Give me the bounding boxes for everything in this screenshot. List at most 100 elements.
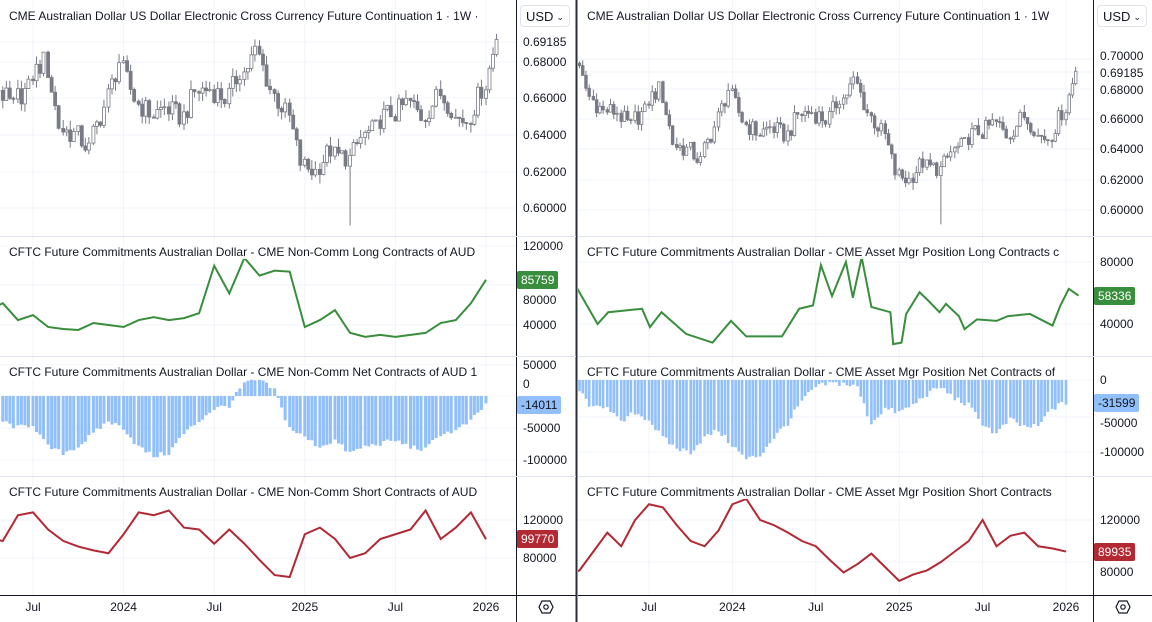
price-candle [336, 138, 341, 156]
net-contracts-bar [208, 396, 212, 413]
net-axis-tick: -50000 [523, 421, 561, 435]
price-candle [608, 98, 613, 113]
net-contracts-bar [637, 380, 640, 415]
settings-icon[interactable] [1115, 599, 1131, 615]
price-axis-tick: 0.69185 [1100, 66, 1144, 80]
net-contracts-bar [879, 380, 883, 415]
price-candle [702, 140, 707, 159]
net-contracts-bar [932, 380, 935, 389]
price-candle [487, 65, 492, 94]
net-contracts-bar [102, 396, 106, 424]
net-contracts-bar [442, 396, 446, 434]
price-candle [931, 162, 936, 166]
net-contracts-bar [68, 396, 72, 451]
net-contracts-bar [268, 388, 272, 396]
price-candle [253, 39, 257, 62]
price-candle [287, 98, 292, 123]
net-contracts-bar [949, 380, 952, 394]
net-contracts-bar [762, 380, 765, 453]
net-contracts-bar [876, 380, 880, 418]
price-candle [1070, 77, 1075, 98]
price-candle [38, 59, 42, 79]
net-contracts-bar [998, 380, 1002, 429]
price-candle [622, 105, 627, 122]
net-contracts-bar [91, 396, 95, 433]
price-candle [1008, 136, 1013, 145]
net-contracts-bar [623, 380, 626, 422]
chart-left[interactable] [0, 0, 576, 622]
price-candle [189, 80, 193, 119]
net-contracts-bar [424, 396, 428, 448]
net-contracts-bar [337, 396, 341, 444]
net-contracts-bar [606, 380, 609, 407]
net-contracts-bar [98, 396, 102, 429]
net-contracts-bar [745, 380, 748, 460]
price-candle [79, 124, 84, 149]
net-contracts-bar [238, 388, 242, 396]
currency-dropdown[interactable]: USD ⌄ [1097, 5, 1147, 27]
price-candle [883, 120, 887, 140]
price-candle [445, 100, 450, 117]
price-axis-tick: 0.64000 [1100, 142, 1144, 156]
net-contracts-bar [219, 396, 223, 406]
net-contracts-bar [234, 391, 238, 396]
price-candle [419, 105, 423, 122]
net-contracts-bar [83, 396, 87, 442]
net-contracts-bar [897, 380, 901, 412]
price-candle [720, 100, 724, 117]
net-contracts-bar [80, 396, 84, 445]
price-candle [942, 153, 946, 168]
net-contracts-bar [675, 380, 679, 449]
net-contracts-bar [152, 396, 156, 458]
price-candle [601, 100, 605, 114]
price-candle [355, 138, 360, 146]
price-candle [772, 122, 776, 139]
net-contracts-bar [457, 396, 461, 428]
net-contracts-bar [11, 396, 15, 429]
price-candle [1001, 116, 1005, 132]
net-contracts-bar [831, 380, 835, 383]
net-contracts-bar [904, 380, 907, 408]
price-candle [698, 151, 703, 166]
price-candle [928, 152, 932, 168]
net-contracts-bar [768, 380, 772, 444]
price-candle [143, 96, 148, 124]
price-candle [230, 68, 235, 97]
price-candle [26, 75, 31, 89]
price-candle [855, 71, 860, 85]
net-last-value-tag: -31599 [1094, 393, 1140, 412]
net-contracts-bar [587, 380, 591, 407]
net-contracts-bar [995, 380, 998, 434]
currency-dropdown[interactable]: USD ⌄ [520, 5, 570, 27]
price-candle [571, 49, 574, 58]
net-contracts-bar [967, 380, 970, 403]
net-contracts-bar [925, 380, 929, 397]
net-axis-tick: -100000 [1100, 445, 1145, 459]
price-candle [98, 121, 103, 128]
chevron-down-icon: ⌄ [1133, 12, 1141, 22]
price-candle [207, 81, 212, 93]
price-candle [1004, 125, 1008, 139]
net-contracts-bar [177, 396, 181, 438]
price-candle [309, 160, 314, 181]
price-candle [612, 101, 616, 120]
net-contracts-bar [820, 380, 824, 383]
price-candle [639, 107, 644, 131]
price-candle [321, 154, 326, 176]
price-candle [457, 116, 462, 127]
net-contracts-bar [1046, 380, 1050, 412]
net-contracts-bar [915, 380, 918, 404]
chart-right[interactable] [564, 0, 1152, 622]
net-contracts-bar [859, 380, 863, 397]
net-contracts-bar [114, 396, 118, 423]
net-contracts-bar [629, 380, 633, 413]
long-axis-tick: 80000 [1100, 255, 1134, 269]
price-axis-tick: 0.64000 [523, 128, 567, 142]
price-candle [629, 118, 633, 125]
net-contracts-bar [723, 380, 727, 435]
price-candle [723, 102, 727, 114]
price-axis-tick: 0.60000 [523, 201, 567, 215]
net-contracts-bar [258, 379, 261, 396]
time-axis-label: Jul [25, 600, 41, 614]
settings-icon[interactable] [538, 599, 554, 615]
